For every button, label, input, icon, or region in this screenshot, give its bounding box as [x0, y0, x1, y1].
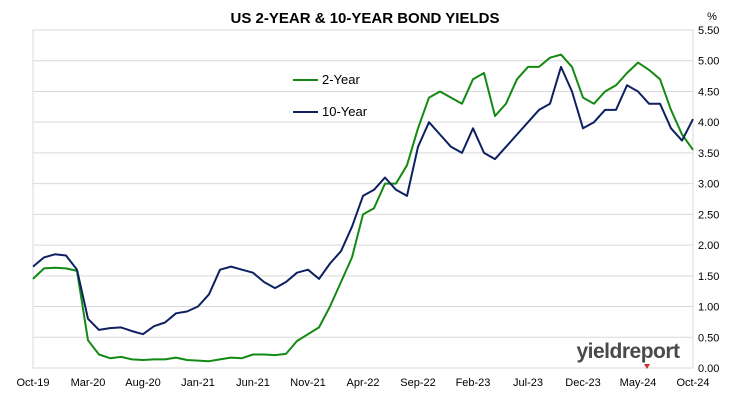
y-tick-label: 2.00	[698, 240, 719, 252]
x-tick-label: Apr-22	[346, 377, 379, 389]
y-tick-label: 5.50	[698, 25, 719, 37]
y-tick-label: 1.00	[698, 302, 719, 314]
x-tick-label: Oct-24	[676, 377, 709, 389]
x-axis: Oct-19 Mar-20 Aug-20 Jan-21 Jun-21 Nov-21 Apr-…	[16, 377, 709, 389]
x-tick-label: Jan-21	[181, 377, 215, 389]
x-tick-label: Oct-19	[16, 377, 49, 389]
yieldreport-logo: yieldreport	[576, 340, 681, 369]
y-tick-label: 0.00	[698, 363, 719, 375]
x-tick-label: Nov-21	[290, 377, 325, 389]
legend-label-2-year: 2-Year	[322, 72, 360, 87]
x-tick-label: Sep-22	[400, 377, 435, 389]
series-line-2-year	[32, 53, 694, 363]
y-tick-label: 5.00	[698, 56, 719, 68]
x-tick-label: Jul-23	[513, 377, 543, 389]
x-tick-label: Aug-20	[125, 377, 160, 389]
series-line-10-year	[32, 65, 694, 336]
x-tick-label: Mar-20	[71, 377, 106, 389]
logo-text: yieldreport	[576, 340, 680, 363]
series-lines	[32, 53, 694, 363]
y-unit-label: %	[707, 11, 717, 23]
y-tick-label: 3.00	[698, 179, 719, 191]
y-axis: 0.00 0.50 1.00 1.50 2.00 2.50 3.00 3.50 4.00 4.50…	[698, 25, 719, 375]
y-tick-label: 0.50	[698, 332, 719, 344]
x-tick-label: Feb-23	[456, 377, 491, 389]
y-tick-label: 4.00	[698, 117, 719, 129]
x-tick-label: Jun-21	[236, 377, 270, 389]
y-tick-label: 3.50	[698, 148, 719, 160]
y-tick-label: 4.50	[698, 86, 719, 98]
y-tick-label: 2.50	[698, 209, 719, 221]
x-tick-label: Dec-23	[565, 377, 600, 389]
legend-label-10-year: 10-Year	[322, 104, 368, 119]
legend: 2-Year 10-Year	[293, 72, 368, 119]
logo-marker-icon	[644, 364, 650, 369]
plot-area	[32, 29, 694, 369]
y-tick-label: 1.50	[698, 271, 719, 283]
chart-title: US 2-YEAR & 10-YEAR BOND YIELDS	[231, 10, 500, 27]
x-tick-label: May-24	[620, 377, 657, 389]
